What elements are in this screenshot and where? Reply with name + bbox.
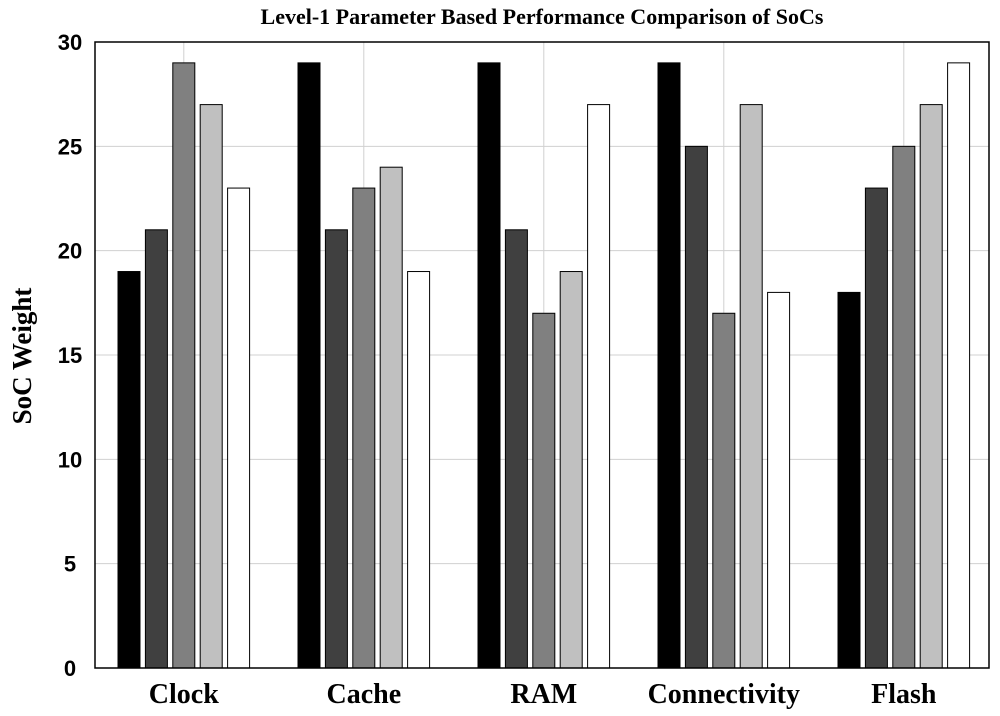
y-tick-labels: 0 5 10 15 20 25 30 <box>58 30 82 681</box>
bar-clock-2 <box>144 229 168 669</box>
bar-clock-5 <box>227 187 251 669</box>
x-tick-label: Flash <box>871 679 937 710</box>
y-tick-label: 20 <box>58 239 82 264</box>
bar-ram-3 <box>532 312 556 669</box>
bar-connectivity-4 <box>739 104 763 669</box>
bar-flash-5 <box>947 62 971 669</box>
y-tick-label: 0 <box>64 656 76 681</box>
bar-ram-1 <box>477 62 501 669</box>
bar-clock-1 <box>117 271 141 669</box>
bar-flash-3 <box>892 145 916 669</box>
y-tick-label: 25 <box>58 134 82 159</box>
y-tick-label: 5 <box>64 552 76 577</box>
x-tick-label: Clock <box>149 679 219 710</box>
bar-flash-1 <box>837 291 861 669</box>
bar-clock-3 <box>172 62 196 669</box>
bar-connectivity-1 <box>657 62 681 669</box>
y-tick-label: 10 <box>58 447 82 472</box>
bar-clock-4 <box>199 104 223 669</box>
chart-title: Level-1 Parameter Based Performance Comp… <box>261 4 824 29</box>
bar-ram-5 <box>587 104 611 669</box>
y-tick-label: 15 <box>58 343 82 368</box>
x-tick-labels: Clock Cache RAM Connectivity Flash <box>149 679 937 710</box>
bar-cache-5 <box>407 271 431 669</box>
x-tick-label: Connectivity <box>648 679 800 710</box>
bar-connectivity-5 <box>767 291 791 669</box>
bar-flash-4 <box>919 104 943 669</box>
bar-connectivity-3 <box>712 312 736 669</box>
y-tick-label: 30 <box>58 30 82 55</box>
plot-area-frame <box>94 41 990 669</box>
bar-ram-4 <box>559 271 583 669</box>
bars <box>117 62 971 669</box>
bar-connectivity-2 <box>684 145 708 669</box>
bar-cache-3 <box>352 187 376 669</box>
bar-cache-2 <box>324 229 348 669</box>
bar-flash-2 <box>864 187 888 669</box>
y-axis-label: SoC Weight <box>7 288 37 425</box>
bar-cache-1 <box>297 62 321 669</box>
x-tick-label: RAM <box>510 679 577 710</box>
bar-ram-2 <box>504 229 528 669</box>
x-tick-label: Cache <box>326 679 401 710</box>
bar-cache-4 <box>379 166 403 669</box>
